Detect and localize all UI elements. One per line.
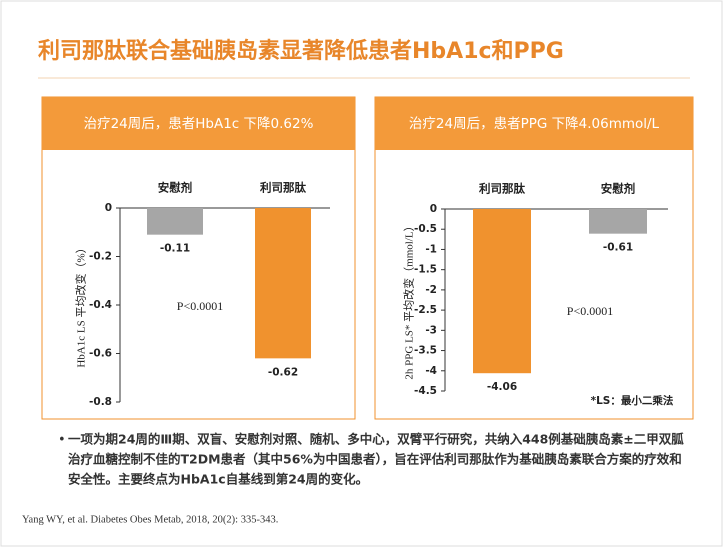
value-label: -4.06 <box>487 381 517 393</box>
bullet-line: 一项为期24周的Ⅲ期、双盲、安慰剂对照、随机、多中心，双臂平行研究，共纳入448… <box>68 432 684 447</box>
value-label: -0.62 <box>268 366 298 378</box>
y-tick-label: -0.2 <box>89 251 112 263</box>
y-tick-label: -3 <box>425 324 437 336</box>
panel-header <box>42 97 355 150</box>
y-axis-label: HbA1c LS 平均改变（%） <box>74 242 88 367</box>
y-tick-label: -0.6 <box>89 348 112 360</box>
panel-header-text: 治疗24周后，患者HbA1c 下降0.62% <box>84 116 314 132</box>
annotation: P<0.0001 <box>177 299 223 313</box>
category-label: 利司那肽 <box>478 182 525 196</box>
bullet-line: 治疗血糖控制不佳的T2DM患者（其中56%为中国患者），旨在评估利司那肽作为基础… <box>68 452 682 467</box>
panel-header-text: 治疗24周后，患者PPG 下降4.06mmol/L <box>409 116 660 132</box>
y-tick-label: -4.5 <box>414 385 437 397</box>
bullet-line: 安全性。主要终点为HbA1c自基线到第24周的变化。 <box>68 472 368 487</box>
panel-header <box>375 97 693 150</box>
footnote: *LS：最小二乘法 <box>591 394 674 407</box>
bar <box>147 208 203 235</box>
bullet-dot: • <box>58 433 66 448</box>
y-tick-label: -0.8 <box>89 396 112 408</box>
panel <box>374 96 694 420</box>
y-tick-label: -0.5 <box>414 223 437 235</box>
bar <box>473 209 531 374</box>
category-label: 安慰剂 <box>601 182 636 196</box>
y-tick-label: 0 <box>430 203 437 215</box>
y-tick-label: -4 <box>425 365 437 377</box>
value-label: -0.61 <box>603 242 633 254</box>
bar <box>255 208 311 359</box>
y-axis-label: 2h PPG LS* 平均改变（mmol/L） <box>402 220 416 379</box>
y-tick-label: -2 <box>425 284 437 296</box>
y-tick-label: -2.5 <box>414 304 437 316</box>
y-tick-label: -1.5 <box>414 264 437 276</box>
bar <box>589 209 647 234</box>
category-label: 安慰剂 <box>158 181 193 195</box>
value-label: -0.11 <box>160 243 190 255</box>
y-tick-label: -0.4 <box>89 299 112 311</box>
reference: Yang WY, et al. Diabetes Obes Metab, 201… <box>22 514 278 525</box>
category-label: 利司那肽 <box>259 181 306 195</box>
slide-title: 利司那肽联合基础胰岛素显著降低患者HbA1c和PPG <box>38 38 564 64</box>
y-tick-label: -1 <box>425 243 437 255</box>
y-tick-label: 0 <box>105 202 112 214</box>
annotation: P<0.0001 <box>567 304 613 318</box>
y-tick-label: -3.5 <box>414 345 437 357</box>
